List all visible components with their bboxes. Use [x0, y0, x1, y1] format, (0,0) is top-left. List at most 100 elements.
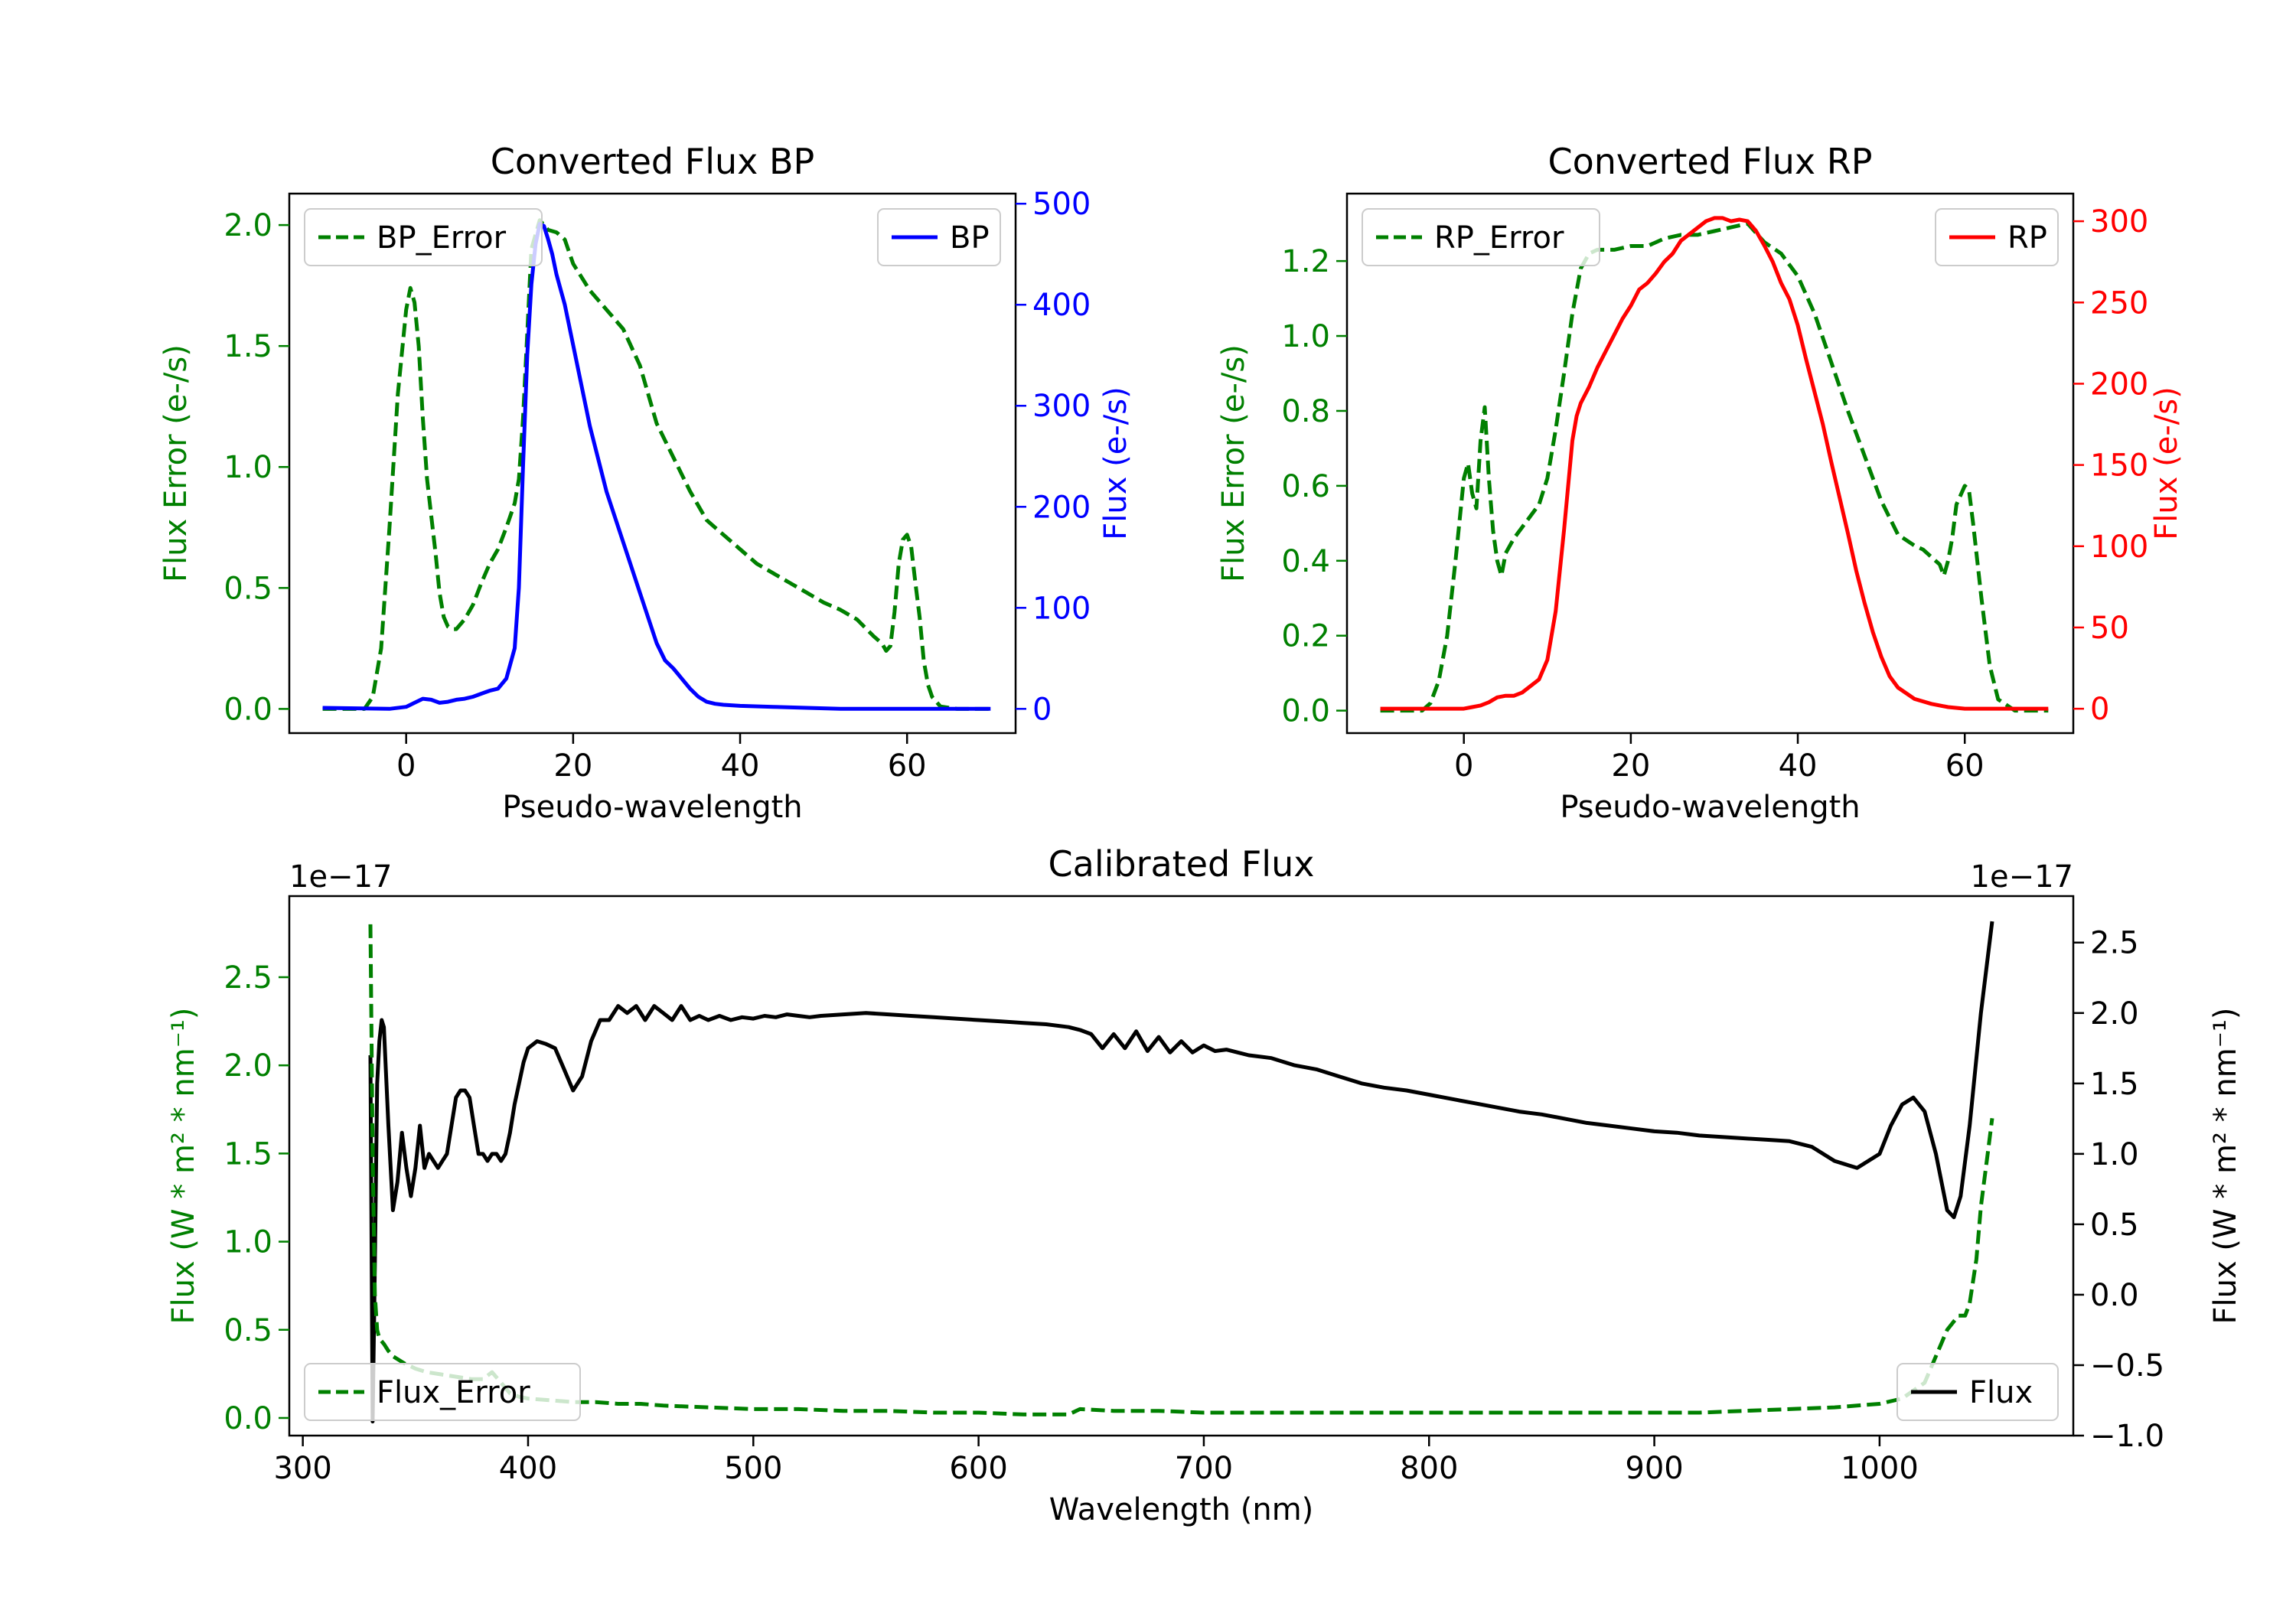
left-axis-label: Flux Error (e-/s)	[158, 344, 194, 582]
right-tick-label: 100	[1032, 591, 1091, 626]
legend-box	[304, 1363, 581, 1421]
left-tick-label: 0.8	[1281, 394, 1330, 429]
left-tick-label: 1.0	[1281, 319, 1330, 354]
right-tick-label: 1.5	[2090, 1067, 2139, 1102]
right-offset-text: 1e−17	[1971, 859, 2073, 895]
right-tick-label: −1.0	[2090, 1419, 2164, 1454]
left-tick-label: 0.5	[223, 571, 272, 606]
right-tick-label: 100	[2090, 530, 2148, 565]
right-tick-label: 250	[2090, 285, 2148, 321]
left-tick-label: 0.5	[223, 1313, 272, 1348]
right-tick-label: 200	[2090, 367, 2148, 402]
legend-box	[1362, 208, 1600, 266]
right-tick-label: 300	[2090, 204, 2148, 240]
x-tick-label: 0	[1454, 748, 1473, 784]
x-tick-label: 40	[721, 748, 760, 784]
right-axis-label: Flux (W * m² * nm⁻¹)	[2208, 1008, 2243, 1325]
left-tick-label: 1.2	[1281, 244, 1330, 279]
chart-title: Converted Flux RP	[1548, 141, 1873, 182]
left-tick-label: 2.0	[223, 1048, 272, 1084]
right-tick-label: −0.5	[2090, 1348, 2164, 1384]
x-tick-label: 600	[949, 1451, 1007, 1486]
legend-box	[1935, 208, 2059, 266]
x-tick-label: 60	[1945, 748, 1985, 784]
right-tick-label: 300	[1032, 389, 1091, 424]
legend-box	[1896, 1363, 2059, 1421]
x-tick-label: 1000	[1841, 1451, 1919, 1486]
left-tick-label: 0.6	[1281, 469, 1330, 504]
chart-3: 300 400 500 600 700 800 900 1000 0.0 0.5 1.0 1.5 2.0…	[166, 843, 2243, 1527]
right-tick-label: 200	[1032, 490, 1091, 525]
right-tick-label: 500	[1032, 187, 1091, 222]
left-tick-label: 0.0	[1281, 694, 1330, 729]
legend-box	[877, 208, 1001, 266]
left-tick-label: 1.0	[223, 450, 272, 485]
series-line-flux-error	[368, 924, 1994, 1416]
legend-bp: BP	[877, 208, 1001, 266]
plot-frame	[1345, 192, 2075, 735]
x-tick-label: 60	[888, 748, 927, 784]
x-tick-label: 500	[724, 1451, 782, 1486]
legend-label: RP_Error	[1434, 220, 1564, 256]
series-line-flux	[368, 921, 1994, 1424]
legend-box	[304, 208, 543, 266]
plot-frame	[288, 192, 1017, 735]
legend-rp-error: RP_Error	[1362, 208, 1600, 266]
right-tick-label: 1.0	[2090, 1137, 2139, 1172]
right-tick-label: 0.5	[2090, 1208, 2139, 1243]
left-tick-label: 0.0	[223, 1401, 272, 1436]
series-line-bp-error	[322, 218, 991, 711]
legend-rp: RP	[1935, 208, 2059, 266]
x-tick-label: 20	[553, 748, 592, 784]
right-tick-label: 0	[1032, 692, 1052, 727]
left-axis-label: Flux (W * m² * nm⁻¹)	[166, 1008, 201, 1325]
left-offset-text: 1e−17	[289, 859, 392, 895]
chart-1: 0 20 40 60 0.0 0.5 1.0 1.5 2.0 Flux Error (e-/s) 0…	[158, 141, 1133, 825]
legend-bp-error: BP_Error	[304, 208, 543, 266]
legend-label: Flux_Error	[377, 1375, 530, 1410]
left-tick-label: 2.0	[223, 208, 272, 243]
left-tick-label: 1.5	[223, 329, 272, 364]
x-tick-label: 0	[396, 748, 416, 784]
right-tick-label: 2.0	[2090, 996, 2139, 1032]
x-tick-label: 400	[499, 1451, 557, 1486]
right-axis-label: Flux (e-/s)	[2149, 386, 2184, 539]
x-axis-label: Pseudo-wavelength	[502, 790, 802, 825]
x-tick-label: 900	[1625, 1451, 1683, 1486]
x-tick-label: 300	[273, 1451, 331, 1486]
left-tick-label: 2.5	[223, 960, 272, 996]
left-tick-label: 0.0	[223, 692, 272, 727]
left-tick-label: 1.0	[223, 1225, 272, 1260]
x-axis-label: Pseudo-wavelength	[1560, 790, 1860, 825]
left-tick-label: 0.2	[1281, 619, 1330, 654]
right-tick-label: 0.0	[2090, 1278, 2139, 1313]
x-tick-label: 40	[1779, 748, 1818, 784]
x-axis-label: Wavelength (nm)	[1049, 1492, 1314, 1527]
x-tick-label: 800	[1400, 1451, 1458, 1486]
chart-title: Calibrated Flux	[1049, 843, 1315, 885]
right-tick-label: 400	[1032, 288, 1091, 323]
left-axis-label: Flux Error (e-/s)	[1216, 344, 1251, 582]
left-tick-label: 0.4	[1281, 544, 1330, 579]
legend-flux: Flux	[1896, 1363, 2059, 1421]
right-axis-label: Flux (e-/s)	[1098, 386, 1133, 539]
right-tick-label: 2.5	[2090, 926, 2139, 961]
right-tick-label: 50	[2090, 611, 2129, 646]
x-tick-label: 20	[1611, 748, 1650, 784]
legend-label: BP_Error	[377, 220, 507, 256]
legend-label: Flux	[1969, 1375, 2033, 1410]
series-line-rp	[1380, 216, 2049, 711]
series-line-rp-error	[1380, 221, 2049, 713]
legend-label: RP	[2007, 220, 2047, 256]
chart-2: 0 20 40 60 0.0 0.2 0.4 0.6 0.8 1.0 1.2 Flux Error (…	[1216, 141, 2184, 825]
series-line-bp	[322, 222, 991, 711]
legend-label: BP	[950, 220, 990, 256]
right-tick-label: 0	[2090, 692, 2109, 727]
x-tick-label: 700	[1175, 1451, 1233, 1486]
left-tick-label: 1.5	[223, 1136, 272, 1172]
chart-title: Converted Flux BP	[491, 141, 815, 182]
right-tick-label: 150	[2090, 448, 2148, 484]
legend-flux-error: Flux_Error	[304, 1363, 581, 1421]
plot-frame	[288, 895, 2075, 1437]
